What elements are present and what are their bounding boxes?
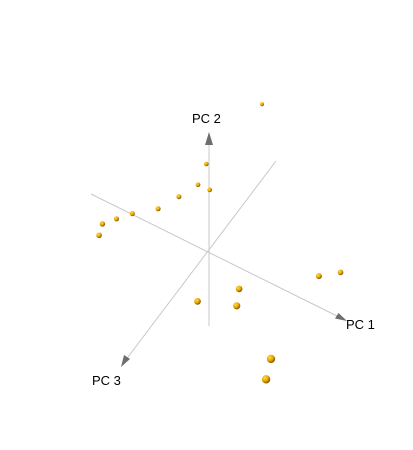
data-point-3	[195, 182, 201, 188]
data-point-14	[315, 273, 322, 280]
pc3-axis-label: PC 3	[92, 373, 121, 388]
data-point-7	[129, 211, 135, 217]
data-point-12	[233, 302, 241, 310]
data-point-8	[113, 216, 120, 222]
pc3-axis-line	[124, 160, 277, 362]
data-point-16	[266, 354, 276, 364]
pc1-axis-label: PC 1	[346, 317, 375, 332]
data-point-5	[176, 194, 182, 200]
data-point-10	[96, 232, 102, 239]
pc1-axis-line	[90, 193, 340, 318]
pc2-axis-arrow	[205, 132, 213, 145]
data-point-1	[259, 102, 265, 107]
data-point-17	[261, 375, 271, 384]
data-points	[96, 102, 344, 384]
data-point-15	[337, 269, 344, 276]
pc3-axis-arrow	[121, 355, 130, 367]
data-point-13	[235, 285, 243, 293]
data-point-9	[99, 221, 106, 227]
data-point-2	[204, 161, 209, 167]
pc2-axis-label: PC 2	[192, 111, 221, 126]
data-point-4	[207, 187, 213, 193]
pc1-axis-arrow	[335, 313, 347, 321]
data-point-11	[194, 298, 201, 305]
data-point-6	[155, 206, 161, 212]
